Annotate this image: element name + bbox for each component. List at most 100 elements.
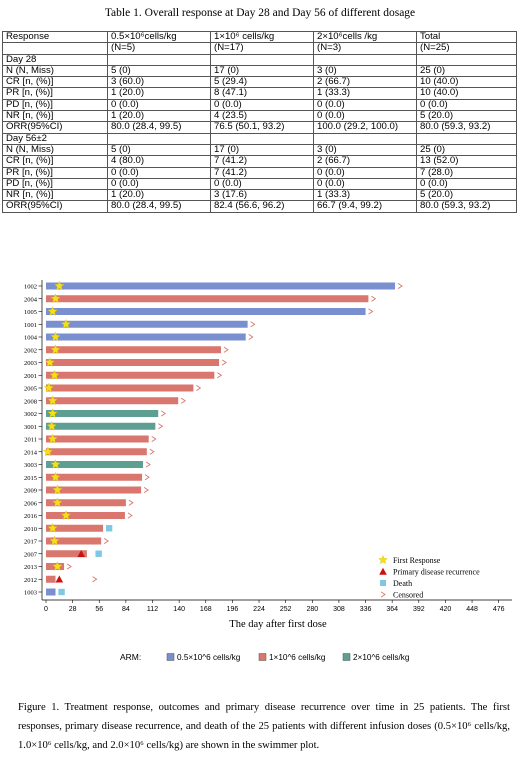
patient-bar [46, 295, 369, 303]
table-row: CR [n, (%)] 4 (80.0) 7 (41.2) 2 (66.7) 13 (5… [2, 155, 517, 168]
table-cell: 100.0 (29.2, 100.0) [313, 121, 417, 134]
swimmer-plot: 1002 2004 1005 1001 1004 2002 2003 2001 2005 2008… [24, 280, 512, 662]
table-cell: 1 (20.0) [107, 87, 211, 100]
table-row: PR [n, (%)] 0 (0.0) 7 (41.2) 0 (0.0) 7 (28.0… [2, 166, 517, 179]
table-cell: N (N, Miss) [2, 64, 108, 78]
patient-bar [46, 550, 87, 558]
table-cell: 0 (0.0) [416, 177, 517, 191]
patient-bar [46, 333, 246, 341]
patient-id-label: 1002 [24, 284, 37, 291]
death-marker [58, 588, 65, 596]
empty-cell [313, 132, 417, 145]
table-cell: 3 (17.6) [210, 189, 314, 202]
x-tick-label: 476 [493, 606, 505, 613]
table-cell: 82.4 (56.6, 96.2) [210, 200, 314, 213]
first-response-marker [43, 382, 54, 393]
patient-bar [46, 575, 56, 583]
patient-bar [46, 486, 142, 494]
first-response-marker [47, 395, 58, 406]
first-response-marker [50, 471, 61, 482]
first-response-marker [52, 561, 63, 571]
table-cell: 1 (20.0) [107, 110, 211, 123]
header-cell: 1×10⁶ cells/kg [210, 30, 314, 44]
table-cell: 0 (0.0) [313, 98, 417, 112]
table-cell: 0 (0.0) [313, 110, 417, 123]
x-tick-label: 196 [227, 606, 239, 613]
patient-id-label: 2003 [24, 360, 37, 367]
patient-id-label: 2015 [24, 475, 37, 482]
table-cell: 5 (0) [107, 64, 211, 78]
table-cell: 10 (40.0) [416, 76, 517, 89]
table-cell: NR [n, (%)] [2, 110, 108, 123]
table-cell: 80.0 (28.4, 99.5) [107, 200, 211, 213]
death-marker [105, 525, 113, 532]
x-tick-label: 0 [44, 606, 48, 613]
first-response-marker [47, 408, 58, 418]
empty-cell [313, 53, 417, 66]
table-cell: 80.0 (59.3, 93.2) [416, 121, 517, 134]
patient-bar [46, 588, 56, 596]
censored-marker [92, 576, 98, 583]
x-tick-label: 336 [360, 606, 372, 613]
first-response-legend-icon [378, 554, 388, 565]
censored-legend: Censored [380, 591, 423, 600]
header-cell: (N=5) [107, 42, 211, 55]
table-row: N (N, Miss) 5 (0) 17 (0) 3 (0) 25 (0) [2, 143, 517, 157]
table-cell: 17 (0) [210, 64, 314, 78]
patient-id-label: 2007 [24, 551, 38, 558]
patient-id-label: 1005 [24, 309, 37, 316]
empty-cell [416, 53, 517, 66]
x-tick-label: 448 [466, 606, 478, 613]
table-cell: 76.5 (50.1, 93.2) [210, 121, 314, 134]
table-cell: 5 (20.0) [416, 189, 517, 202]
table-cell: 2 (66.7) [313, 76, 417, 89]
recurrence-marker [77, 549, 85, 557]
patient-id-label: 2014 [24, 449, 38, 456]
figure-caption: Figure 1. Treatment response, outcomes a… [18, 702, 510, 751]
table-cell: 1 (20.0) [107, 189, 211, 202]
first-response-marker [47, 522, 58, 533]
patient-id-label: 2012 [24, 577, 37, 584]
patient-id-label: 2008 [24, 398, 37, 405]
x-tick-label: 168 [200, 606, 212, 613]
censored-marker [248, 334, 254, 340]
table-cell: 0 (0.0) [313, 177, 417, 191]
x-tick-label: 420 [440, 606, 452, 613]
censored-marker [223, 346, 229, 353]
patient-id-label: 3003 [24, 462, 37, 469]
patient-id-label: 2011 [24, 437, 37, 444]
table-cell: N (N, Miss) [2, 143, 108, 157]
first-response-marker [54, 280, 65, 291]
header-cell: 0.5×10⁶cells/kg [107, 30, 211, 44]
x-tick-label: 252 [280, 606, 292, 613]
section-row: Day 56±2 [2, 132, 517, 145]
event-legend-label: Primary disease recurrence [393, 568, 480, 577]
censored-marker [151, 436, 157, 442]
event-legend-label: Death [393, 579, 412, 588]
x-axis-label: The day after first dose [229, 619, 327, 630]
patient-id-label: 2017 [24, 539, 38, 546]
table-cell: 0 (0.0) [107, 177, 211, 191]
x-tick-label: 364 [386, 606, 398, 613]
empty-cell [210, 132, 314, 145]
x-tick-label: 280 [306, 606, 318, 613]
table-cell: 0 (0.0) [107, 98, 211, 112]
patient-id-label: 2013 [24, 564, 37, 571]
censored-marker [149, 448, 155, 455]
first-response-marker [49, 535, 60, 546]
table-cell: 0 (0.0) [210, 177, 314, 191]
censored-marker [158, 423, 164, 430]
table-cell: 0 (0.0) [416, 98, 517, 112]
patient-bar [46, 422, 156, 430]
patient-bar [46, 397, 179, 405]
arm-legend-swatch [342, 653, 351, 661]
table-cell: PR [n, (%)] [2, 87, 108, 100]
table-cell: 25 (0) [416, 64, 517, 78]
table-cell: 66.7 (9.4, 99.2) [313, 200, 417, 213]
table-cell: 5 (20.0) [416, 110, 517, 123]
first-response-marker [44, 357, 55, 367]
patient-bar [46, 384, 194, 392]
table-cell: 5 (0) [107, 143, 211, 157]
patient-id-label: 2005 [24, 386, 37, 393]
censored-marker [221, 359, 227, 366]
